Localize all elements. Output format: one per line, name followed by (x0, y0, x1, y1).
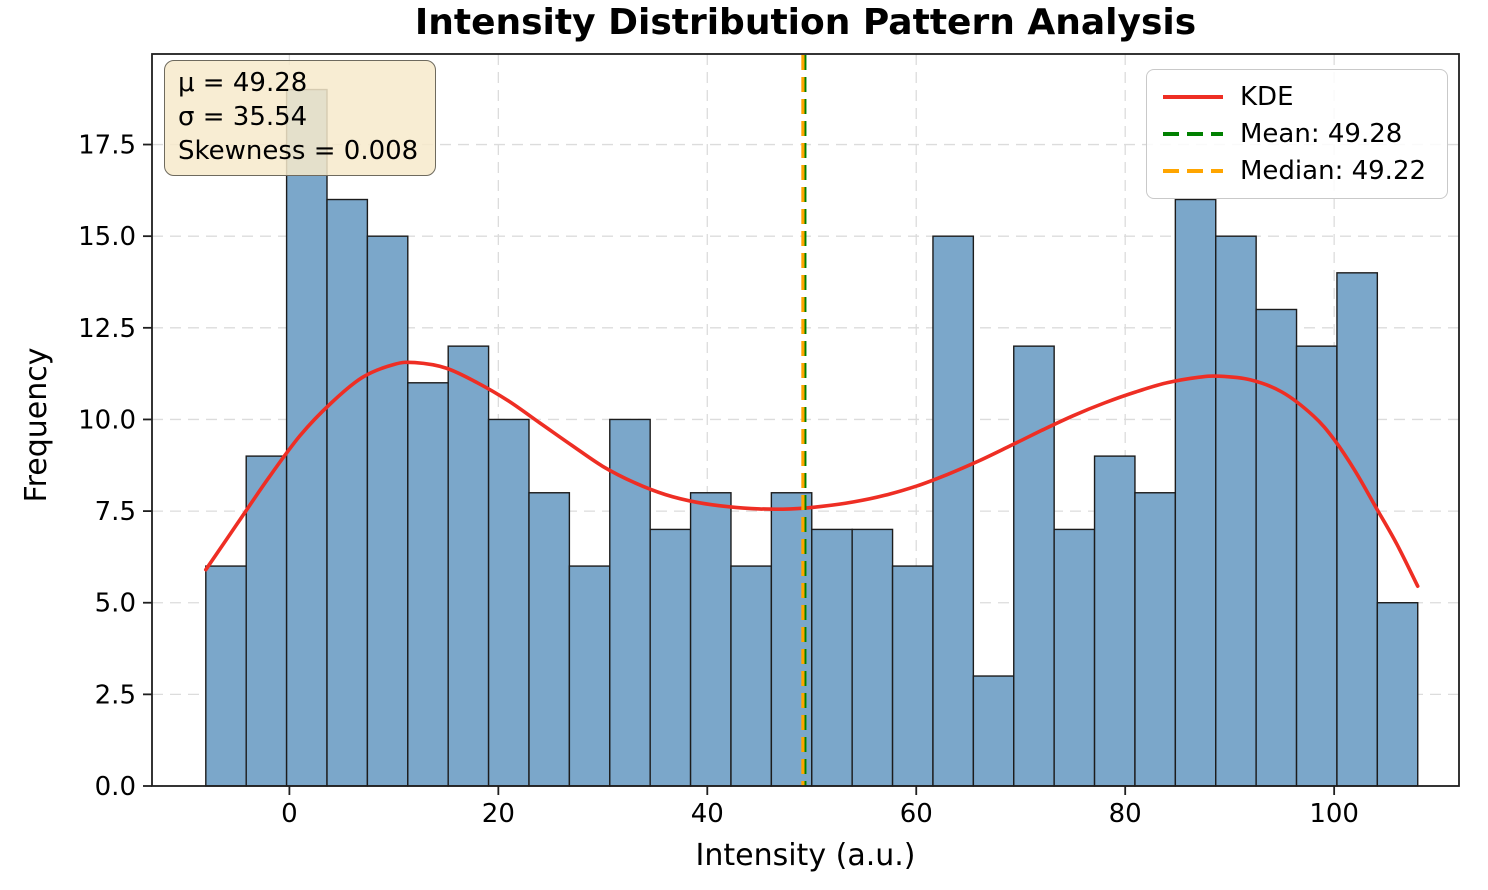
legend-label-median: Median: 49.22 (1240, 155, 1427, 186)
chart-title: Intensity Distribution Pattern Analysis (414, 2, 1197, 43)
y-tick-label: 7.5 (95, 497, 136, 527)
histogram-bar (528, 492, 571, 787)
stat-sigma: σ = 35.54 (178, 102, 308, 132)
y-tick-label: 0.0 (95, 772, 136, 802)
histogram-bar (1295, 345, 1338, 787)
y-tick-label: 5.0 (95, 589, 136, 619)
histogram-bar (366, 235, 409, 787)
histogram-bar (851, 528, 894, 787)
y-tick-label: 12.5 (78, 314, 136, 344)
histogram-bar (891, 565, 934, 787)
histogram-bar (730, 565, 773, 787)
histogram-bar (205, 565, 247, 787)
mean-line-swatch (1163, 132, 1223, 136)
y-tick-label: 2.5 (95, 680, 136, 710)
histogram-bar (1134, 492, 1177, 787)
histogram-bar (1093, 455, 1136, 787)
x-tick-label: 20 (482, 799, 515, 829)
histogram-bar (1053, 528, 1096, 787)
histogram-bar (1174, 198, 1217, 787)
x-tick-label: 80 (1109, 799, 1142, 829)
x-tick-label: 60 (900, 799, 933, 829)
legend-label-mean: Mean: 49.28 (1240, 119, 1403, 149)
stat-skewness: Skewness = 0.008 (178, 136, 419, 166)
histogram-bar (649, 528, 692, 787)
histogram-bar (568, 565, 611, 787)
y-tick-label: 15.0 (78, 222, 136, 252)
histogram-bar (447, 345, 490, 787)
x-tick-label: 100 (1309, 799, 1359, 829)
stat-mean: μ = 49.28 (178, 68, 308, 98)
stats-annotation-box: μ = 49.28 σ = 35.54 Skewness = 0.008 (164, 60, 437, 176)
x-tick-label: 40 (691, 799, 724, 829)
histogram-bar (245, 455, 288, 787)
histogram-bar (689, 492, 732, 787)
legend-item-median: Median: 49.22 (1161, 152, 1433, 189)
legend-label-kde: KDE (1240, 82, 1294, 113)
legend-item-kde: KDE (1161, 79, 1433, 116)
x-axis-label: Intensity (a.u.) (695, 838, 916, 873)
histogram-bar (1013, 345, 1055, 787)
y-tick-label: 10.0 (78, 405, 136, 435)
y-axis-label: Frequency (19, 347, 54, 503)
x-tick-label: 0 (281, 799, 298, 829)
legend-item-mean: Mean: 49.28 (1161, 116, 1433, 153)
histogram-bar (1255, 308, 1298, 787)
histogram-bar (811, 528, 853, 787)
kde-curve (204, 360, 1420, 588)
median-line-swatch (1163, 168, 1223, 173)
y-tick-label: 17.5 (78, 131, 136, 161)
histogram-bar (285, 88, 328, 787)
histogram-bar (487, 418, 530, 787)
histogram-bar (1215, 235, 1257, 787)
legend: KDE Mean: 49.28 Median: 49.22 (1146, 69, 1448, 199)
histogram-bar (326, 198, 369, 787)
histogram-bar (972, 675, 1015, 787)
histogram-bar (1336, 272, 1379, 787)
kde-line-swatch (1163, 95, 1223, 100)
histogram-bar (932, 235, 975, 787)
histogram-bar (1376, 602, 1419, 787)
histogram-bar (407, 382, 449, 787)
